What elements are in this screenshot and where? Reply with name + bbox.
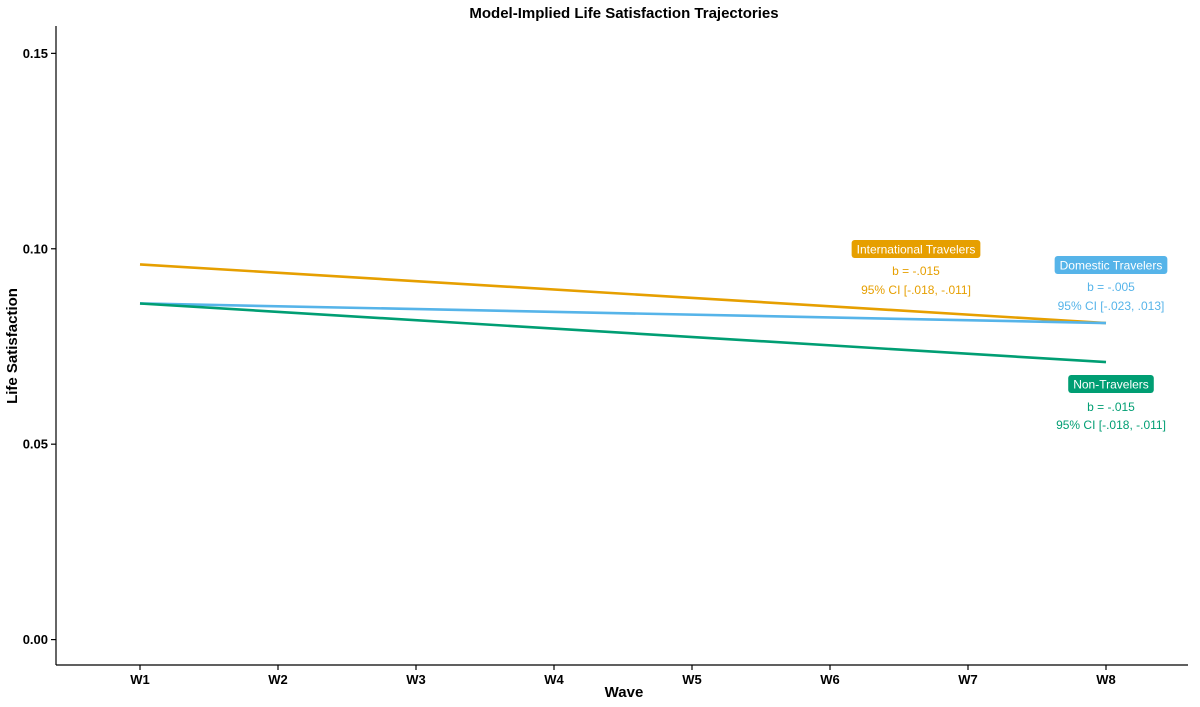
series-slope-label: b = -.015: [1087, 400, 1135, 414]
series-ci-label: 95% CI [-.023, .013]: [1058, 299, 1165, 313]
y-tick-label: 0.05: [23, 437, 48, 452]
series-annotation-0: International Travelers b = -.015 95% CI […: [851, 240, 981, 297]
y-tick-label: 0.00: [23, 632, 48, 647]
y-tick-label: 0.10: [23, 241, 48, 256]
series-name-label: Domestic Travelers: [1060, 259, 1163, 273]
series-ci-label: 95% CI [-.018, -.011]: [1056, 418, 1166, 432]
series-annotation-1: Domestic Travelers b = -.005 95% CI [-.023…: [1054, 256, 1168, 313]
series-slope-label: b = -.015: [892, 264, 940, 278]
x-tick-label: W1: [130, 672, 150, 687]
x-tick-label: W8: [1096, 672, 1116, 687]
series-annotation-2: Non-Travelers b = -.015 95% CI [-.018, -.0…: [1056, 375, 1166, 432]
series-line-2: [139, 302, 1107, 364]
x-tick-label: W7: [958, 672, 978, 687]
series-name-badge: [1068, 375, 1154, 393]
x-tick-label: W4: [544, 672, 564, 687]
x-tick-label: W3: [406, 672, 426, 687]
series-ci-label: 95% CI [-.018, -.011]: [861, 283, 971, 297]
x-tick-label: W6: [820, 672, 840, 687]
y-axis-title: Life Satisfaction: [4, 288, 21, 404]
x-axis-title: Wave: [605, 684, 644, 701]
x-tick-label: W2: [268, 672, 288, 687]
series-name-label: International Travelers: [857, 243, 976, 257]
series-name-badge: [1054, 256, 1168, 274]
series-line-1: [139, 302, 1107, 325]
plot-area: 0.00 0.05 0.10 0.15 W1 W2 W3 W4 W5 W6 W7 W8 Internat…: [23, 46, 1168, 687]
x-tick-label: W5: [682, 672, 702, 687]
series-name-label: Non-Travelers: [1073, 378, 1149, 392]
chart-title: Model-Implied Life Satisfaction Trajecto…: [469, 5, 778, 22]
series-line-0: [139, 263, 1107, 325]
y-tick-label: 0.15: [23, 46, 48, 61]
series-slope-label: b = -.005: [1087, 280, 1135, 294]
series-name-badge: [851, 240, 981, 258]
